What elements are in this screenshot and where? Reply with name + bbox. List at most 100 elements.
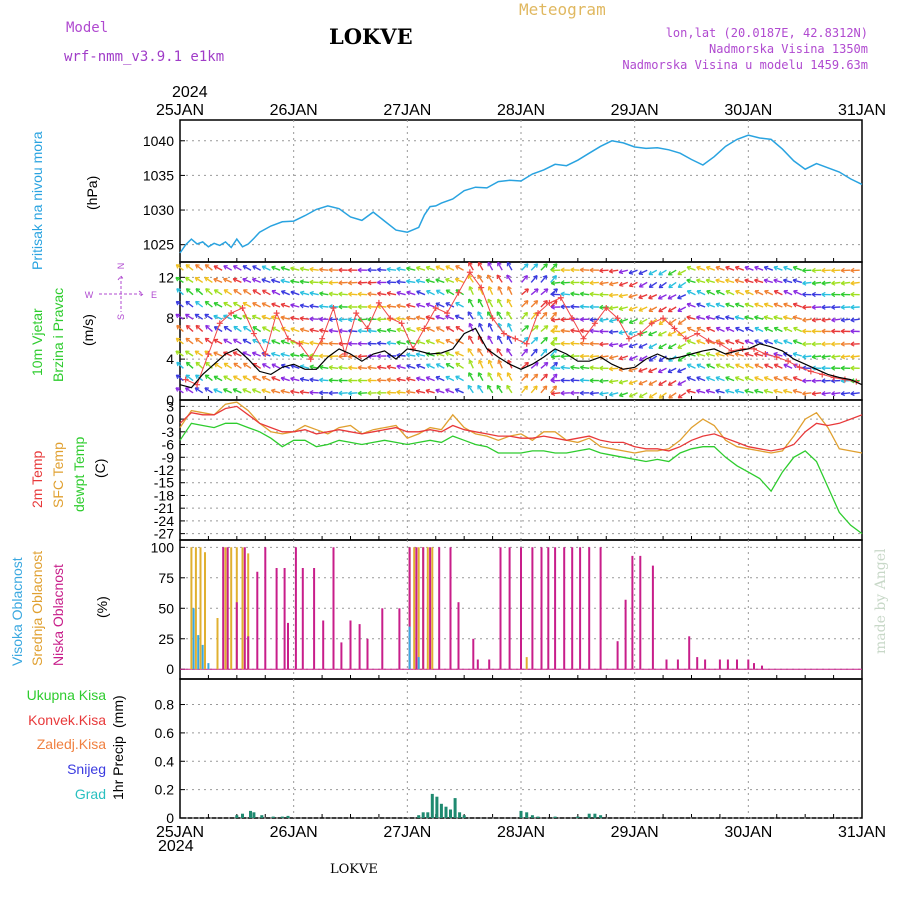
wind-arrow <box>223 338 233 345</box>
wind-arrow <box>488 286 494 295</box>
wind-arrow <box>477 348 484 357</box>
wind-gust-marker <box>785 358 792 365</box>
wind-arrow <box>319 305 329 308</box>
wind-arrow-head <box>618 308 624 311</box>
wind-arrow <box>677 367 687 373</box>
wind-arrow-head <box>850 367 855 371</box>
wind-arrow <box>487 298 494 308</box>
wind-arrow-head <box>299 304 304 309</box>
wind-arrow-head <box>618 271 624 275</box>
wind-arrow <box>271 290 281 296</box>
wind-arrow-head <box>367 269 372 273</box>
wind-arrow <box>850 392 860 395</box>
wind-arrow-head <box>560 293 565 297</box>
wind-arrow-head <box>744 377 748 381</box>
wind-arrow-head <box>205 362 208 367</box>
y-tick-label: 75 <box>158 570 174 586</box>
wind-arrow-head <box>309 378 314 383</box>
wind-arrow-head <box>328 342 333 347</box>
wind-arrow-head <box>338 319 343 323</box>
wind-arrow <box>783 389 793 394</box>
wind-arrow-head <box>386 355 391 359</box>
wind-arrow-head <box>251 278 256 283</box>
wind-arrow-head <box>232 339 237 344</box>
wind-arrow <box>497 261 503 271</box>
wind-arrow <box>232 314 242 320</box>
wind-arrow <box>570 379 580 382</box>
wind-arrow-head <box>821 319 826 323</box>
wind-arrow-head <box>328 392 333 396</box>
wind-arrow-head <box>347 379 353 384</box>
wind-arrow-head <box>425 353 430 357</box>
wind-arrow <box>271 326 281 333</box>
wind-arrow <box>530 361 539 369</box>
wind-arrow-head <box>608 294 614 298</box>
wind-arrow-head <box>840 343 845 347</box>
wind-arrow <box>580 305 590 308</box>
wind-arrow <box>521 325 529 333</box>
wind-arrow-head <box>599 270 604 274</box>
precip-bar <box>249 810 252 818</box>
wind-arrow <box>648 294 658 300</box>
wind-arrow <box>280 266 290 271</box>
wind-arrow <box>214 326 223 333</box>
wind-arrow-head <box>706 364 710 369</box>
wind-arrow <box>242 302 252 308</box>
wind-arrow <box>406 364 416 369</box>
wind-arrow-head <box>290 390 294 395</box>
wind-arrow <box>619 392 629 397</box>
wind-arrow-head <box>802 267 807 272</box>
wind-arrow-head <box>628 309 634 312</box>
wind-arrow-head <box>850 293 855 298</box>
wind-arrow-head <box>850 356 855 360</box>
wind-arrow-head <box>185 338 188 343</box>
wind-arrow-head <box>550 365 556 369</box>
wind-arrow-head <box>579 318 584 323</box>
wind-arrow <box>506 311 513 320</box>
wind-arrow <box>530 336 539 345</box>
wind-arrow <box>175 374 184 382</box>
x-tick-label-top: 26JAN <box>270 102 318 119</box>
wind-arrow <box>386 365 397 369</box>
y-tick-label: 0 <box>166 392 174 408</box>
wind-arrow-head <box>570 282 575 286</box>
wind-arrow <box>530 275 538 283</box>
wind-arrow-head <box>533 348 538 352</box>
wind-arrow <box>735 303 745 308</box>
wind-arrow <box>725 290 735 296</box>
wind-arrow <box>745 363 754 369</box>
wind-arrow <box>396 328 406 333</box>
wind-arrow-head <box>213 278 217 283</box>
wind-arrow-head <box>793 364 797 369</box>
wind-arrow <box>506 274 513 283</box>
wind-arrow <box>764 376 774 382</box>
wind-arrow <box>754 352 764 357</box>
wind-arrow-head <box>696 377 700 381</box>
wind-arrow-head <box>435 376 439 381</box>
wind-arrow <box>300 341 310 345</box>
wind-arrow <box>764 339 774 345</box>
wind-arrow <box>706 303 716 308</box>
wind-arrow <box>252 289 262 296</box>
wind-arrow-head <box>629 359 634 361</box>
wind-arrow-head <box>821 270 826 274</box>
wind-arrow <box>300 280 310 284</box>
wind-arrow <box>686 376 696 382</box>
wind-arrow-head <box>792 278 798 281</box>
wind-arrow <box>725 266 735 271</box>
wind-arrow-head <box>783 327 787 332</box>
wind-arrow-head <box>754 364 758 369</box>
wind-arrow <box>638 379 648 386</box>
y-tick-label: 8 <box>166 310 174 326</box>
wind-arrow-head <box>415 267 420 271</box>
wind-arrow-head <box>850 341 855 345</box>
wind-arrow-head <box>376 392 382 396</box>
wind-arrow-head <box>754 389 758 394</box>
meteogram-label: Meteogram <box>519 0 606 19</box>
wind-gust-marker <box>603 305 610 311</box>
wind-arrow <box>744 316 754 320</box>
wind-arrow-head <box>542 348 547 352</box>
wind-arrow <box>213 351 223 357</box>
wind-arrow-head <box>734 353 739 357</box>
wind-arrow-head <box>435 363 439 368</box>
